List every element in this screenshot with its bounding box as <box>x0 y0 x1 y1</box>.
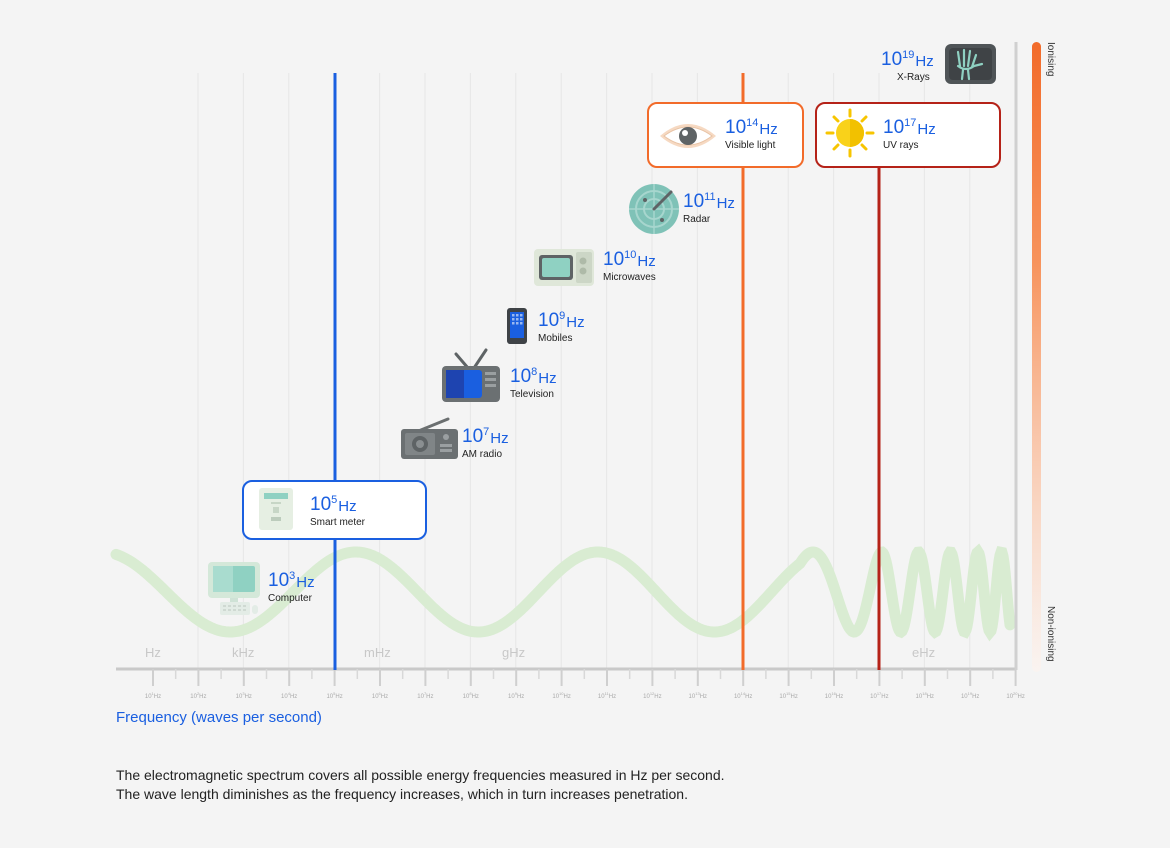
ionising-scale-bar <box>1032 42 1041 672</box>
tick-label: 1017Hz <box>870 691 889 700</box>
mobiles-label: 109Hz Mobiles <box>538 310 585 344</box>
television-label: 108Hz Television <box>510 366 557 400</box>
ionising-label: Ionising <box>1045 42 1056 77</box>
tick-label: 1020Hz <box>1006 691 1025 700</box>
tick-label: 108Hz <box>462 691 479 700</box>
tick-label: 103Hz <box>235 691 252 700</box>
tick-label: 101Hz <box>144 691 162 700</box>
tick-label: 106Hz <box>371 691 389 700</box>
am-radio-label: 107Hz AM radio <box>462 426 509 460</box>
tick-label: 104Hz <box>281 691 298 700</box>
axis-title: Frequency (waves per second) <box>116 709 322 726</box>
x-rays-label: 1019Hz X-Rays <box>881 49 934 83</box>
description-line: The electromagnetic spectrum covers all … <box>116 767 725 783</box>
tick-label: 1010Hz <box>552 691 571 700</box>
tick-label: 1012Hz <box>643 691 662 700</box>
band-label-mhz: mHz <box>364 645 391 660</box>
tick-label: 1015Hz <box>779 691 798 700</box>
axis-ticks <box>152 669 1017 686</box>
band-label-hz: Hz <box>145 645 161 660</box>
description: The electromagnetic spectrum covers all … <box>116 766 725 804</box>
tick-label: 105Hz <box>326 691 343 700</box>
non-ionising-label: Non-ionising <box>1045 606 1056 662</box>
band-label-ghz: gHz <box>502 645 526 660</box>
uv-rays-label: 1017Hz UV rays <box>883 117 936 151</box>
tick-label: 1013Hz <box>688 691 708 700</box>
frequency-wave <box>110 543 1016 642</box>
tick-label: 1016Hz <box>824 691 844 700</box>
tick-label: 107Hz <box>417 691 434 700</box>
radar-label: 1011Hz Radar <box>683 191 735 225</box>
tick-label: 1019Hz <box>960 691 980 700</box>
visible-light-box <box>647 102 804 168</box>
description-line: The wave length diminishes as the freque… <box>116 786 688 802</box>
tick-label: 1011Hz <box>597 691 617 700</box>
band-label-ehz: eHz <box>912 645 936 660</box>
tick-label: 102Hz <box>190 691 207 700</box>
smart-meter-label: 105Hz Smart meter <box>310 494 366 528</box>
tick-label: 1018Hz <box>915 691 935 700</box>
tick-label: 1014Hz <box>733 691 753 700</box>
computer-label: 103Hz Computer <box>268 570 315 604</box>
microwaves-label: 1010Hz Microwaves <box>603 249 656 283</box>
band-label-khz: kHz <box>232 645 255 660</box>
visible-light-label: 1014Hz Visible light <box>725 117 778 151</box>
tick-label: 109Hz <box>508 691 525 700</box>
